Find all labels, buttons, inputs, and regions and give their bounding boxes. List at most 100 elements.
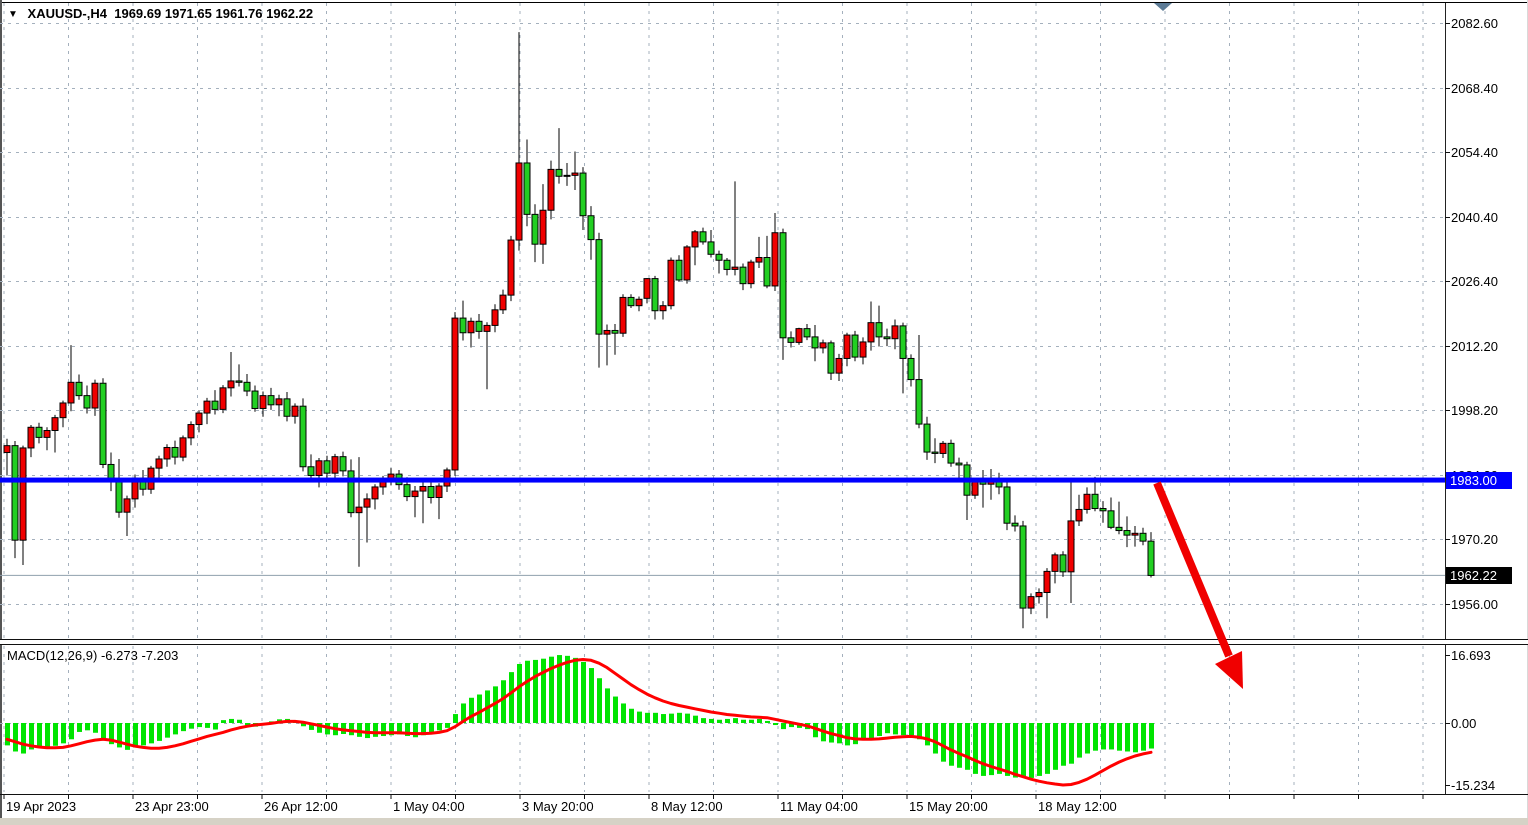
- macd-histogram-bar: [149, 723, 154, 744]
- macd-histogram-bar: [501, 680, 506, 723]
- candle-body: [67, 381, 75, 404]
- macd-histogram-bar: [813, 723, 818, 738]
- candle-body: [459, 317, 467, 334]
- macd-histogram-bar: [517, 663, 522, 723]
- candle-body: [931, 451, 939, 454]
- macd-histogram-bar: [861, 723, 866, 741]
- candle-body: [587, 215, 595, 241]
- macd-histogram-bar: [61, 723, 66, 744]
- candle-body: [603, 329, 611, 335]
- macd-histogram-bar: [1101, 723, 1106, 750]
- macd-histogram-bar: [885, 723, 890, 734]
- ohlc-open: 1969.69: [114, 6, 162, 21]
- candle-body: [115, 479, 123, 513]
- candle-body: [547, 168, 555, 211]
- macd-histogram-bar: [349, 723, 354, 736]
- candle-body: [1099, 508, 1107, 512]
- candle-body: [11, 445, 19, 541]
- candle-body: [811, 336, 819, 349]
- macd-histogram-bar: [213, 723, 218, 730]
- macd-histogram-bar: [693, 715, 698, 723]
- macd-histogram-bar: [645, 712, 650, 723]
- candle-body: [683, 246, 691, 281]
- candle-body: [451, 317, 459, 471]
- red-arrow-head[interactable]: [1215, 651, 1243, 689]
- ohlc-low: 1961.76: [215, 6, 263, 21]
- macd-histogram-bar: [173, 723, 178, 735]
- candle-body: [235, 380, 243, 383]
- macd-histogram-bar: [1125, 723, 1130, 752]
- macd-histogram-bar: [181, 723, 186, 732]
- candle-body: [651, 278, 659, 312]
- candle-body: [1131, 532, 1139, 536]
- macd-histogram-bar: [549, 656, 554, 723]
- candle-body: [363, 498, 371, 508]
- macd-histogram-bar: [541, 658, 546, 723]
- candle-body: [555, 168, 563, 177]
- macd-histogram-bar: [661, 714, 666, 723]
- candle-body: [635, 298, 643, 307]
- candle-body: [291, 405, 299, 417]
- candle-body: [83, 395, 91, 409]
- macd-histogram-bar: [445, 723, 450, 728]
- macd-histogram-bar: [1093, 723, 1098, 751]
- candle-body: [643, 278, 651, 299]
- macd-histogram-bar: [53, 723, 58, 746]
- candle-body: [875, 322, 883, 338]
- candle-body: [899, 325, 907, 359]
- macd-signal-line: [5, 658, 1153, 787]
- time-axis-label: 1 May 04:00: [393, 799, 465, 814]
- candle-body: [947, 442, 955, 464]
- macd-histogram-bar: [669, 713, 674, 723]
- macd-histogram-bar: [301, 723, 306, 727]
- time-axis-line[interactable]: [0, 794, 1528, 795]
- window-bottom-strip: [0, 818, 1528, 825]
- candle-body: [331, 456, 339, 474]
- macd-histogram-bar: [997, 723, 1002, 774]
- macd-histogram-bar: [877, 723, 882, 737]
- candle-body: [779, 232, 787, 339]
- macd-histogram-bar: [581, 661, 586, 723]
- candle-body: [539, 209, 547, 245]
- candle-body: [1043, 570, 1051, 593]
- macd-histogram-bar: [1029, 723, 1034, 778]
- collapse-triangle-icon[interactable]: ▼: [8, 9, 18, 20]
- candle-body: [563, 174, 571, 177]
- candle-body: [259, 395, 267, 409]
- price-axis-label: 1998.20: [1451, 403, 1498, 419]
- candle-body: [1147, 540, 1155, 576]
- candle-body: [1035, 591, 1043, 598]
- panel-separator[interactable]: [0, 639, 1528, 645]
- macd-histogram-bar: [77, 723, 82, 732]
- macd-histogram-bar: [197, 723, 202, 728]
- candle-body: [915, 379, 923, 425]
- horizontal-line-object[interactable]: [0, 477, 1445, 483]
- macd-histogram-bar: [381, 723, 386, 737]
- macd-histogram-bar: [421, 723, 426, 736]
- candle-body: [747, 261, 755, 285]
- ohlc-close: 1962.22: [266, 6, 314, 21]
- macd-histogram-bar: [125, 723, 130, 750]
- candle-body: [155, 458, 163, 469]
- candle-body: [51, 417, 59, 432]
- macd-histogram-bar: [717, 719, 722, 723]
- price-axis-label: 2082.60: [1451, 16, 1498, 31]
- macd-histogram-bar: [1133, 723, 1138, 753]
- candle-body: [715, 253, 723, 261]
- macd-histogram-bar: [893, 723, 898, 735]
- candle-body: [835, 357, 843, 374]
- macd-histogram-bar: [37, 723, 42, 748]
- red-arrow-shaft[interactable]: [1153, 481, 1233, 658]
- macd-histogram-bar: [869, 723, 874, 739]
- macd-histogram-bar: [765, 720, 770, 723]
- time-axis-label: 19 Apr 2023: [6, 799, 77, 814]
- hline-price-badge[interactable]: 1983.00: [1446, 471, 1512, 489]
- candle-body: [1067, 520, 1075, 573]
- macd-histogram-bar: [1037, 723, 1042, 776]
- price-axis-border[interactable]: [1445, 3, 1446, 795]
- macd-histogram-bar: [725, 718, 730, 723]
- macd-histogram-bar: [237, 719, 242, 723]
- candle-body: [627, 296, 635, 307]
